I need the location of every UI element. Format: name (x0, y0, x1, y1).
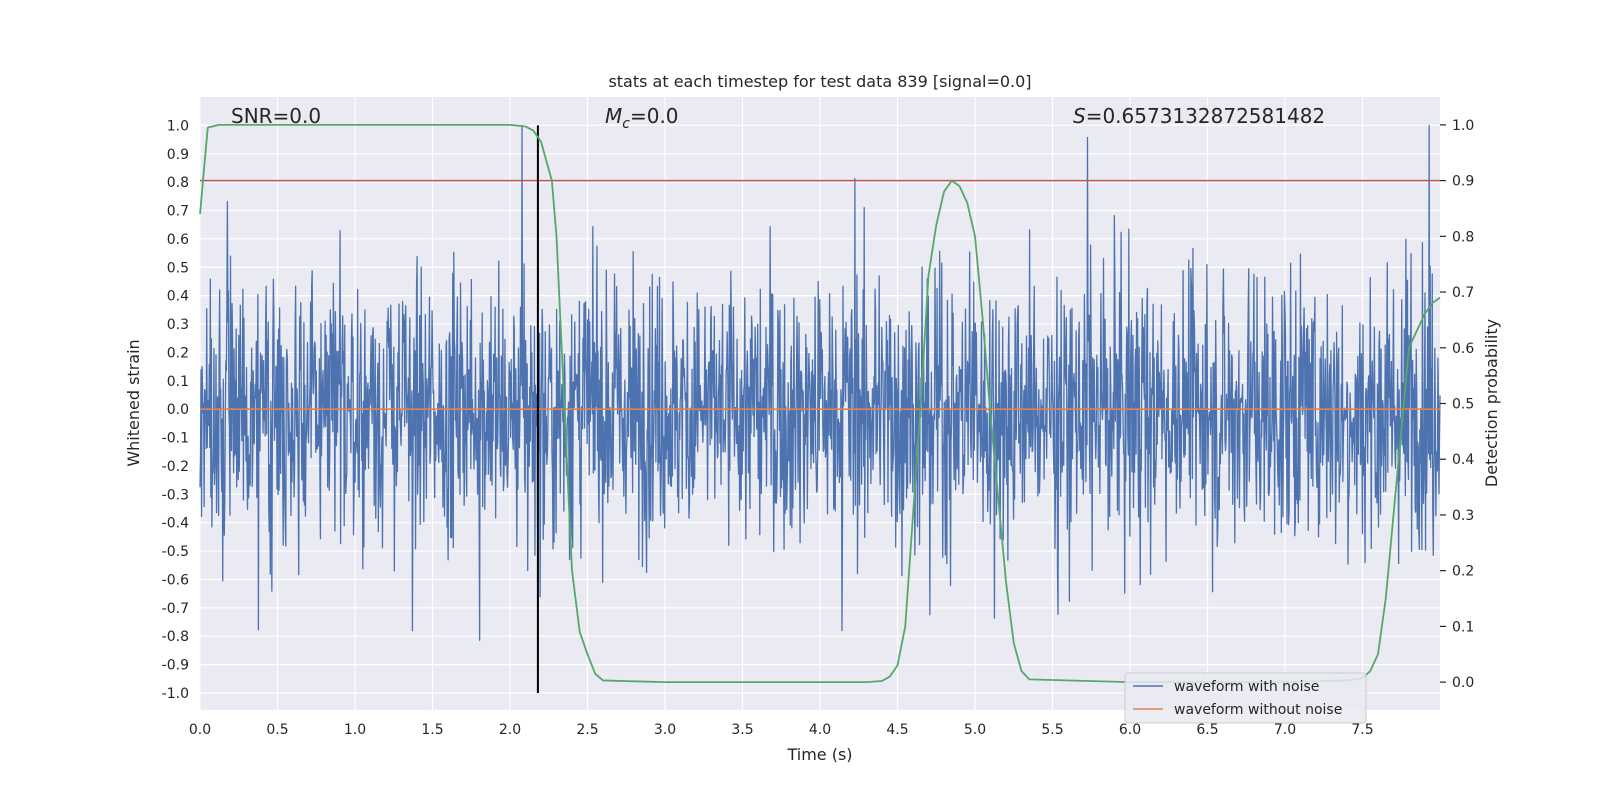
series-line-waveform-with-noise (199, 124, 1441, 641)
x-tick-label: 1.5 (421, 722, 443, 738)
series-waveform-with-noise (199, 124, 1441, 641)
y-tick-label: -0.4 (162, 516, 189, 532)
annotation-chirp-mass-symbol: M (605, 104, 622, 128)
y-right-tick-label: 1.0 (1452, 118, 1474, 134)
y-tick-label: -1.0 (162, 686, 189, 702)
y-right-tick-label: 0.6 (1452, 341, 1474, 357)
y-tick-label: 1.0 (167, 118, 189, 134)
annotation-snr: SNR=0.0 (231, 104, 321, 128)
x-tick-label: 3.5 (731, 722, 753, 738)
x-tick-label: 3.0 (654, 722, 676, 738)
annotation-chirp-mass-subscript: c (622, 116, 630, 132)
legend: waveform with noise waveform without noi… (1124, 672, 1367, 724)
annotation-s-score: S=0.6573132872581482 (1073, 104, 1325, 128)
x-tick-label: 7.0 (1274, 722, 1296, 738)
x-tick-label: 0.0 (189, 722, 211, 738)
y-right-tick-label: 0.4 (1452, 452, 1474, 468)
x-tick-label: 4.0 (809, 722, 831, 738)
y-tick-label: -0.3 (162, 487, 189, 503)
y-tick-label: 0.3 (167, 317, 189, 333)
y-tick-label: 0.1 (167, 374, 189, 390)
x-tick-label: 2.5 (576, 722, 598, 738)
x-tick-label: 5.5 (1041, 722, 1063, 738)
y-tick-label: 0.7 (167, 204, 189, 220)
y-tick-label: -0.6 (162, 572, 189, 588)
x-tick-label: 6.0 (1119, 722, 1141, 738)
y-right-tick-label: 0.8 (1452, 229, 1474, 245)
x-tick-label: 0.5 (266, 722, 288, 738)
y-right-axis-label: Detection probability (1482, 319, 1501, 487)
annotation-chirp-mass: Mc=0.0 (605, 104, 679, 132)
y-tick-label: 0.4 (167, 289, 189, 305)
y-right-tick-label: 0.3 (1452, 508, 1474, 524)
chart-title: stats at each timestep for test data 839… (608, 72, 1031, 91)
y-tick-label: 0.6 (167, 232, 189, 248)
x-tick-label: 5.0 (964, 722, 986, 738)
x-tick-label: 4.5 (886, 722, 908, 738)
y-right-tick-label: 0.5 (1452, 397, 1474, 413)
x-tick-label: 1.0 (344, 722, 366, 738)
y-tick-label: -0.8 (162, 629, 189, 645)
x-tick-label: 6.5 (1196, 722, 1218, 738)
y-right-tick-label: 0.0 (1452, 675, 1474, 691)
y-axis-label: Whitened strain (124, 339, 143, 466)
legend-label-waveform-with-noise: waveform with noise (1174, 679, 1319, 695)
y-right-tick-label: 0.2 (1452, 564, 1474, 580)
annotation-s-value: =0.6573132872581482 (1086, 104, 1325, 128)
y-tick-label: 0.8 (167, 175, 189, 191)
y-tick-label: -0.5 (162, 544, 189, 560)
y-tick-label: 0.9 (167, 147, 189, 163)
y-right-tick-label: 0.1 (1452, 619, 1474, 635)
x-axis-label: Time (s) (786, 745, 852, 764)
y-tick-label: -0.1 (162, 431, 189, 447)
y-tick-label: -0.2 (162, 459, 189, 475)
legend-label-waveform-without-noise: waveform without noise (1174, 702, 1342, 718)
y-tick-label: -0.9 (162, 658, 189, 674)
y-right-tick-label: 0.7 (1452, 285, 1474, 301)
y-tick-label: 0.2 (167, 345, 189, 361)
x-tick-label: 7.5 (1351, 722, 1373, 738)
x-tick-label: 2.0 (499, 722, 521, 738)
annotation-s-symbol: S (1073, 104, 1086, 128)
series-detection-probability (199, 123, 1441, 684)
y-tick-label: 0.5 (167, 260, 189, 276)
y-right-tick-label: 0.9 (1452, 174, 1474, 190)
y-tick-label: 0.0 (167, 402, 189, 418)
axes: 0.0 0.5 1.0 1.5 2.0 2.5 3.0 3.5 4.0 4.5 5.0 5.5 6.0 6… (162, 118, 1475, 738)
y-tick-label: -0.7 (162, 601, 189, 617)
annotation-chirp-mass-value: =0.0 (630, 104, 679, 128)
legend-box (1124, 672, 1367, 724)
series-line-detection-probability (199, 123, 1441, 684)
